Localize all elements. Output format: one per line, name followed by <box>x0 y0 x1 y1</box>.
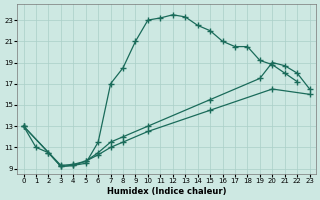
X-axis label: Humidex (Indice chaleur): Humidex (Indice chaleur) <box>107 187 226 196</box>
